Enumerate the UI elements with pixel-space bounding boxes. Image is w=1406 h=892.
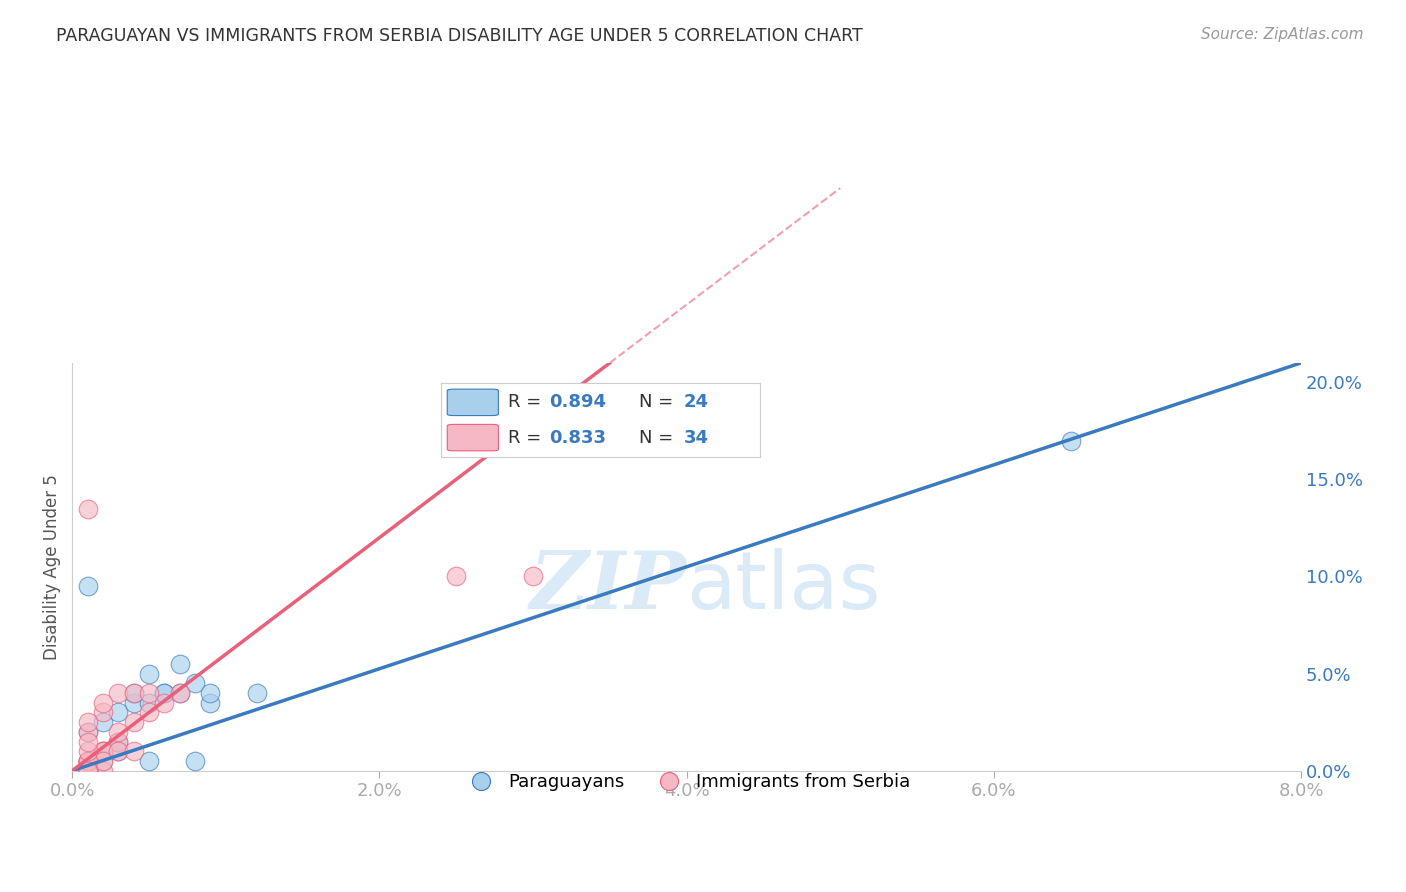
Point xyxy=(153,686,176,700)
Point xyxy=(76,724,98,739)
Point xyxy=(107,724,129,739)
Point xyxy=(200,686,222,700)
Point xyxy=(122,686,145,700)
Point xyxy=(138,706,160,720)
Point xyxy=(76,754,98,768)
Point xyxy=(91,754,114,768)
Point xyxy=(91,715,114,730)
Point xyxy=(76,754,98,768)
Point xyxy=(245,686,267,700)
Text: PARAGUAYAN VS IMMIGRANTS FROM SERBIA DISABILITY AGE UNDER 5 CORRELATION CHART: PARAGUAYAN VS IMMIGRANTS FROM SERBIA DIS… xyxy=(56,27,863,45)
Text: ZIP: ZIP xyxy=(530,549,686,626)
Point xyxy=(76,579,98,593)
Point xyxy=(122,744,145,758)
Point xyxy=(107,706,129,720)
Point xyxy=(122,715,145,730)
Point xyxy=(153,686,176,700)
Point xyxy=(107,734,129,748)
Point xyxy=(169,686,191,700)
Point xyxy=(76,501,98,516)
Point xyxy=(76,744,98,758)
Point xyxy=(76,724,98,739)
Point xyxy=(138,696,160,710)
Point xyxy=(76,764,98,778)
Point xyxy=(76,715,98,730)
Text: Source: ZipAtlas.com: Source: ZipAtlas.com xyxy=(1201,27,1364,42)
Point xyxy=(76,754,98,768)
Point xyxy=(76,764,98,778)
Point xyxy=(76,764,98,778)
Point xyxy=(200,696,222,710)
Point xyxy=(91,754,114,768)
Point xyxy=(76,764,98,778)
Point xyxy=(522,569,544,583)
Point xyxy=(107,744,129,758)
Point xyxy=(1059,434,1081,448)
Point xyxy=(184,676,207,690)
Point xyxy=(122,696,145,710)
Point xyxy=(91,744,114,758)
Y-axis label: Disability Age Under 5: Disability Age Under 5 xyxy=(44,474,60,660)
Point xyxy=(91,744,114,758)
Legend: Paraguayans, Immigrants from Serbia: Paraguayans, Immigrants from Serbia xyxy=(456,766,918,798)
Point xyxy=(76,764,98,778)
Point xyxy=(91,764,114,778)
Point xyxy=(107,686,129,700)
Point xyxy=(91,696,114,710)
Text: atlas: atlas xyxy=(686,549,882,626)
Point xyxy=(153,696,176,710)
Point xyxy=(76,754,98,768)
Point xyxy=(76,734,98,748)
Point xyxy=(184,754,207,768)
Point xyxy=(122,686,145,700)
Point xyxy=(76,754,98,768)
Point xyxy=(169,657,191,671)
Point xyxy=(444,569,467,583)
Point xyxy=(138,666,160,681)
Point xyxy=(138,754,160,768)
Point xyxy=(76,754,98,768)
Point xyxy=(138,686,160,700)
Point xyxy=(91,706,114,720)
Point xyxy=(107,744,129,758)
Point xyxy=(107,734,129,748)
Point xyxy=(169,686,191,700)
Point xyxy=(91,744,114,758)
